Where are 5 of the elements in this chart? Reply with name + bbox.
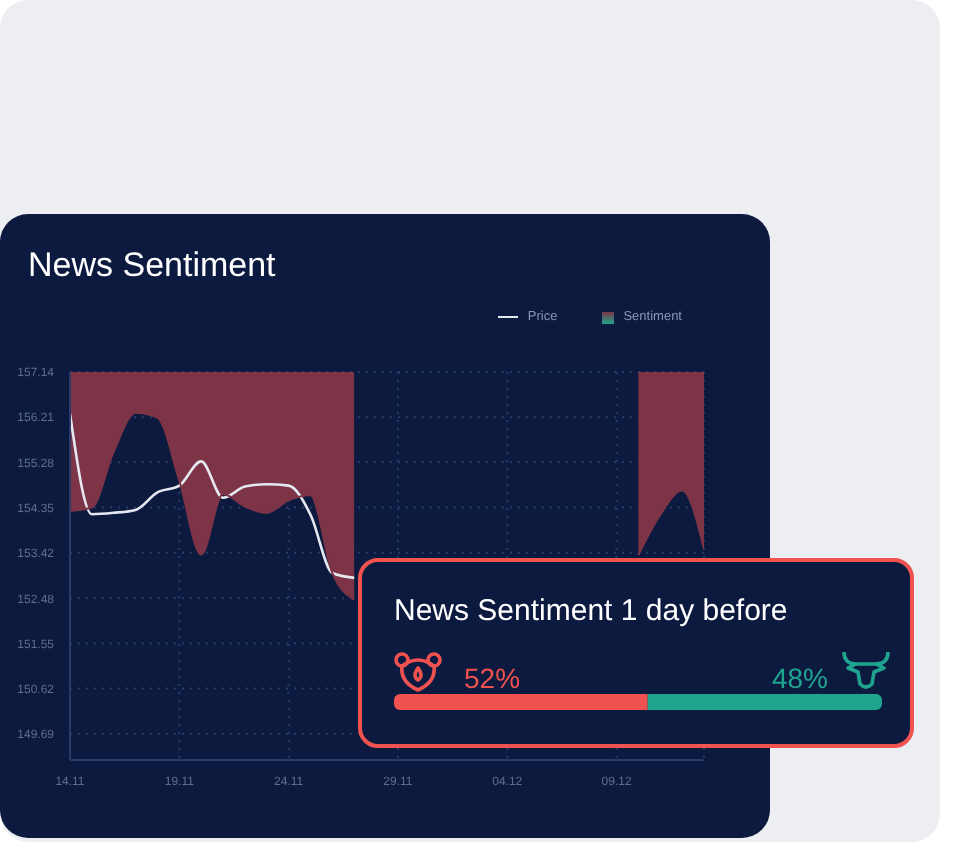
chart-title: News Sentiment 1 day before [394, 594, 788, 628]
data-label: 48% [771, 662, 828, 694]
data-label: 52% [464, 662, 521, 694]
chart-title: News Sentiment [28, 246, 276, 286]
line-series [70, 412, 356, 580]
